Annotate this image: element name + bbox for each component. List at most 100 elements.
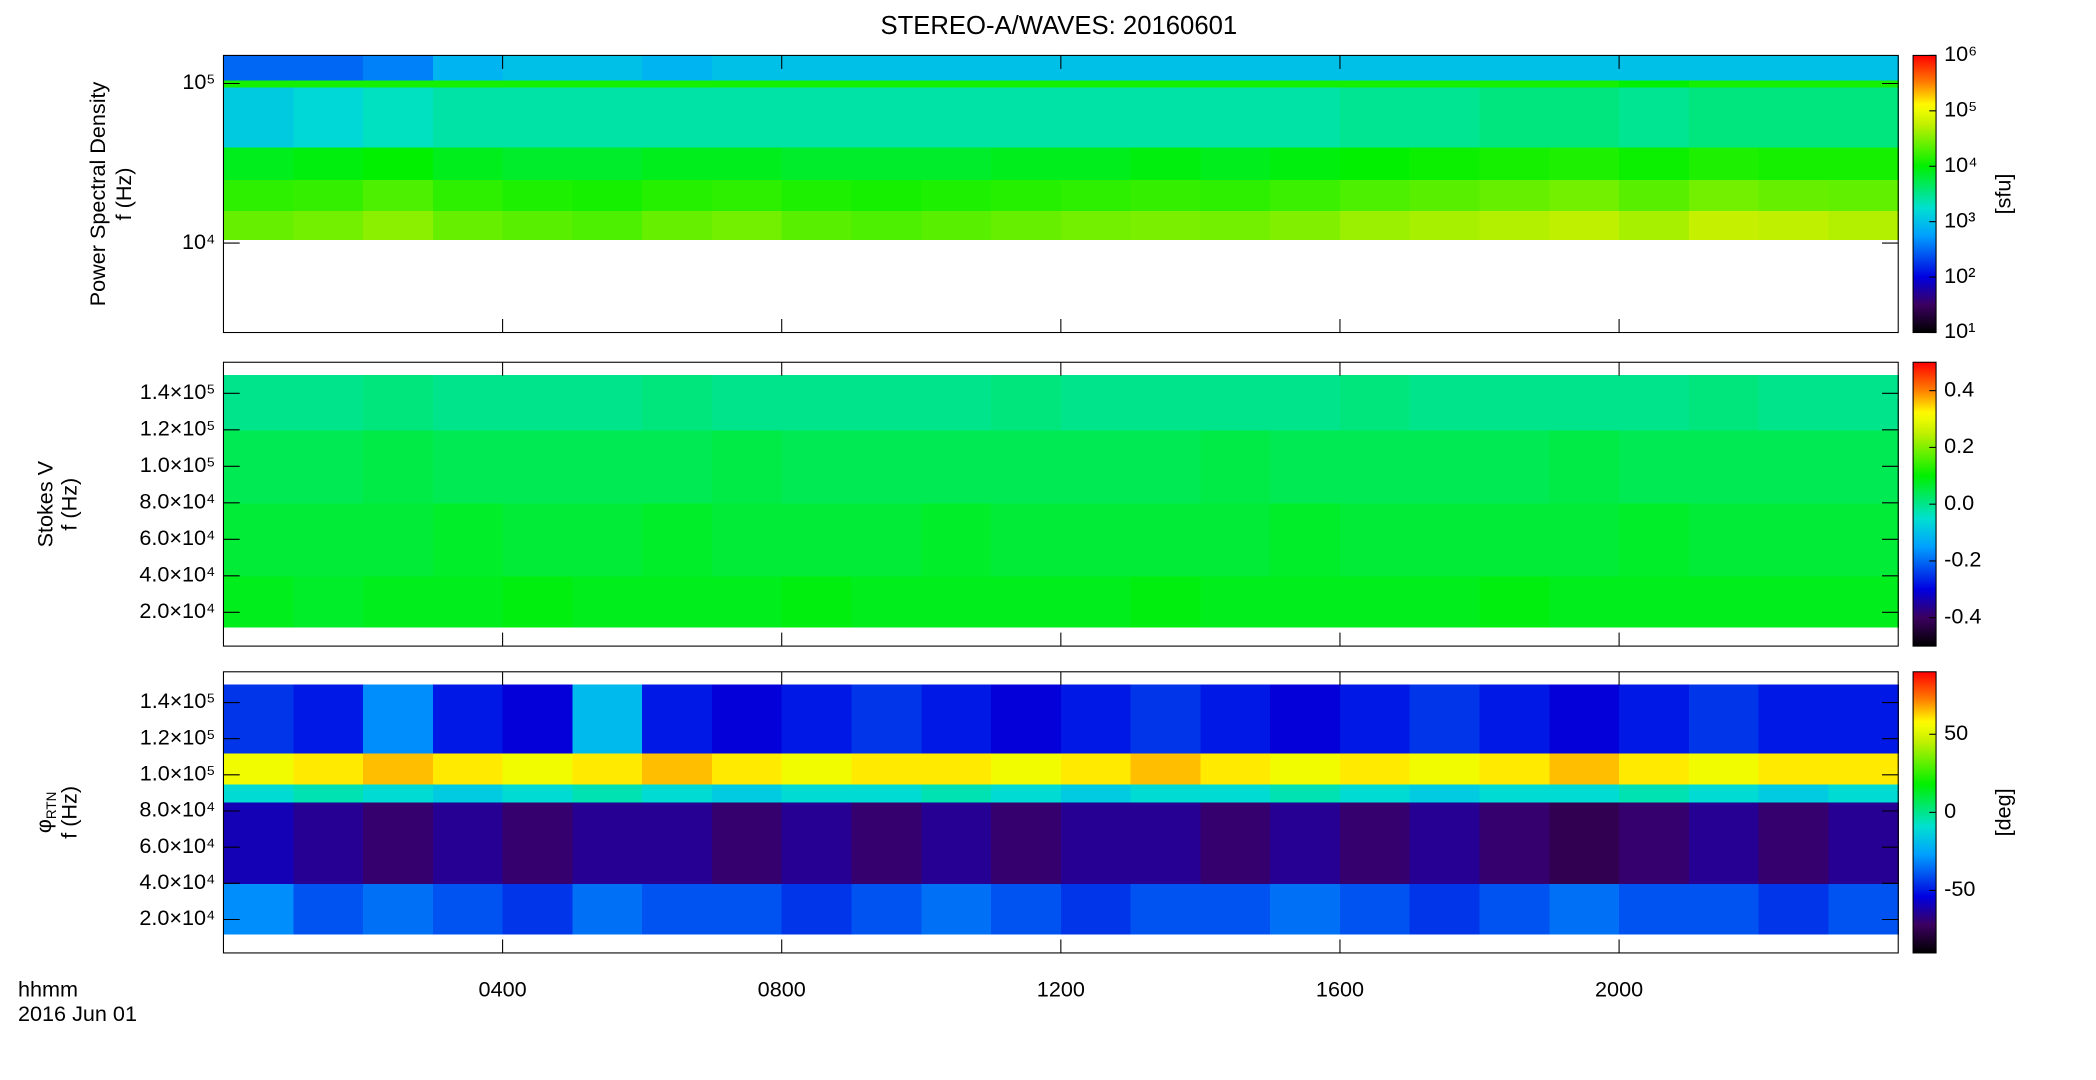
heatmap-cell — [711, 179, 783, 212]
heatmap-cell — [363, 179, 434, 212]
heatmap-cell — [851, 801, 922, 884]
heatmap-cell — [1060, 375, 1132, 431]
y-tick-label: 8.0×10⁴ — [139, 797, 215, 822]
heatmap-cell — [921, 502, 992, 577]
heatmap-cell — [1619, 147, 1690, 181]
heatmap-cell — [293, 179, 364, 212]
heatmap-cell — [642, 575, 713, 628]
heatmap-cell — [1060, 883, 1132, 935]
heatmap-cell — [1060, 753, 1132, 785]
heatmap-cell — [1688, 684, 1760, 754]
heatmap-cell — [1339, 80, 1411, 88]
heatmap-cell — [1409, 179, 1481, 212]
heatmap-cell — [1270, 684, 1341, 754]
heatmap-cell — [642, 753, 713, 785]
heatmap-cell — [293, 684, 364, 754]
heatmap-cell — [1130, 502, 1201, 577]
heatmap-cell — [502, 753, 573, 785]
y-tick-label: 2.0×10⁴ — [139, 598, 215, 623]
colorbar-tick-label: 10¹ — [1944, 318, 1975, 343]
heatmap-cell — [711, 684, 783, 754]
heatmap-cell — [781, 55, 853, 81]
heatmap-cell — [781, 210, 853, 241]
heatmap-cell — [711, 210, 783, 241]
heatmap-cell — [1339, 429, 1411, 504]
heatmap-cell — [1130, 429, 1201, 504]
heatmap-cell — [363, 883, 434, 935]
heatmap-cell — [572, 429, 643, 504]
heatmap-cell — [1619, 210, 1690, 241]
heatmap-cell — [1130, 801, 1201, 884]
heatmap-cell — [991, 375, 1062, 431]
heatmap-cell — [921, 147, 992, 181]
heatmap-cell — [1270, 575, 1341, 628]
heatmap-cell — [851, 87, 922, 148]
heatmap-cell — [1409, 375, 1481, 431]
heatmap-cell — [642, 783, 713, 803]
x-axis-label: hhmm — [18, 977, 78, 1002]
heatmap-cell — [1339, 753, 1411, 785]
heatmap-cell — [1758, 429, 1829, 504]
heatmap-cell — [1270, 801, 1341, 884]
heatmap-cell — [1688, 375, 1760, 431]
y-tick-label: 6.0×10⁴ — [139, 525, 215, 550]
heatmap-cell — [363, 575, 434, 628]
heatmap-cell — [1479, 753, 1550, 785]
heatmap-cell — [1479, 883, 1550, 935]
heatmap-cell — [572, 502, 643, 577]
heatmap-cell — [223, 575, 294, 628]
heatmap-cell — [921, 801, 992, 884]
heatmap-cell — [502, 87, 573, 148]
y-tick-label: 10⁴ — [182, 229, 215, 254]
heatmap-cell — [293, 80, 364, 88]
heatmap-cell — [1758, 210, 1829, 241]
heatmap-cell — [1130, 80, 1201, 88]
colorbar-tick-label: 0.4 — [1944, 376, 1974, 401]
heatmap-cell — [1688, 801, 1760, 884]
heatmap-cell — [921, 684, 992, 754]
heatmap-cell — [1409, 147, 1481, 181]
heatmap-cell — [1828, 883, 1899, 935]
heatmap-cell — [223, 801, 294, 884]
heatmap-cell — [1828, 684, 1899, 754]
heatmap-cell — [432, 753, 504, 785]
y-tick-label: 10⁵ — [182, 69, 215, 94]
heatmap-cell — [1060, 575, 1132, 628]
y-axis-label-text: φ — [31, 819, 56, 833]
heatmap-cell — [1758, 375, 1829, 431]
heatmap-cell — [1409, 753, 1481, 785]
heatmap-cell — [432, 801, 504, 884]
heatmap-cell — [1758, 179, 1829, 212]
heatmap-cell — [363, 429, 434, 504]
heatmap-cell — [1409, 883, 1481, 935]
heatmap-cell — [1409, 429, 1481, 504]
heatmap-cell — [1619, 753, 1690, 785]
heatmap-cell — [642, 502, 713, 577]
heatmap-cell — [1060, 179, 1132, 212]
heatmap-cell — [432, 684, 504, 754]
x-tick-label: 0800 — [758, 977, 806, 1002]
heatmap-cell — [363, 502, 434, 577]
heatmap-cell — [432, 80, 504, 88]
heatmap-cell — [991, 575, 1062, 628]
heatmap-cell — [223, 210, 294, 241]
heatmap-cell — [781, 753, 853, 785]
heatmap-cell — [1758, 80, 1829, 88]
heatmap-cell — [1130, 147, 1201, 181]
heatmap-cell — [1200, 575, 1271, 628]
heatmap-cell — [921, 80, 992, 88]
heatmap-cell — [223, 87, 294, 148]
heatmap-cell — [1200, 783, 1271, 803]
heatmap-cell — [851, 375, 922, 431]
y-axis-label-text: f (Hz) — [111, 168, 136, 221]
heatmap-cell — [711, 80, 783, 88]
heatmap-cell — [432, 375, 504, 431]
heatmap-cell — [851, 80, 922, 88]
heatmap-cell — [363, 55, 434, 81]
heatmap-cell — [1200, 502, 1271, 577]
heatmap-cell — [1828, 210, 1899, 241]
colorbar-tick-label: 10⁴ — [1944, 152, 1977, 177]
y-tick-label: 2.0×10⁴ — [139, 905, 215, 930]
heatmap-cell — [1270, 375, 1341, 431]
heatmap-cell — [781, 575, 853, 628]
